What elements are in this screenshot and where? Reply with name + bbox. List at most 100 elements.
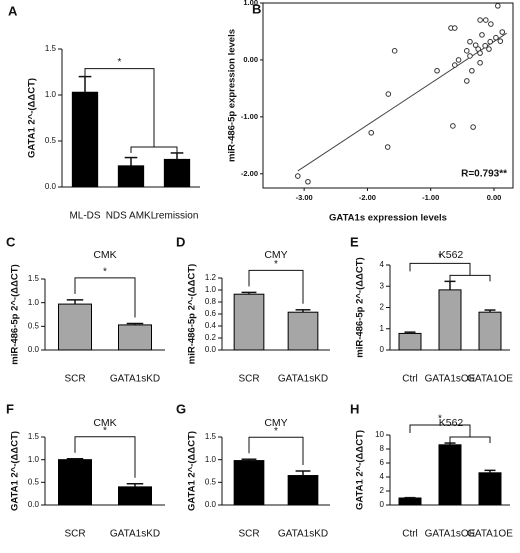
significance-label: * [274, 426, 278, 437]
scatter-point [450, 123, 456, 129]
bar [438, 444, 462, 506]
significance-bracket [74, 277, 136, 318]
panel-title: CMK [93, 417, 116, 429]
significance-bracket [248, 436, 304, 465]
x-tick-label: ML-DS [69, 211, 100, 222]
bar [118, 486, 152, 506]
panel-letter: B [252, 1, 261, 16]
bar [58, 459, 92, 506]
x-tick-label: GATA1sOE [425, 374, 476, 385]
y-tick-label: 0.2 [205, 333, 217, 342]
x-tick-label: GATA1sKD [278, 374, 328, 385]
scatter-point [497, 38, 504, 44]
y-tick-label: 1.5 [28, 274, 40, 283]
significance-bracket [248, 269, 304, 304]
x-tick-label: Ctrl [402, 529, 418, 540]
x-tick-label: GATA1sKD [110, 374, 160, 385]
scatter-point [451, 25, 458, 31]
y-tick-label: 1.0 [205, 455, 217, 464]
significance-bracket [84, 68, 155, 147]
scatter-point [305, 178, 311, 185]
y-axis-label: GATA1 2^-(ΔΔCT) [355, 430, 366, 510]
x-tick-label: SCR [64, 374, 85, 385]
bar [71, 91, 99, 188]
scatter-point [295, 173, 301, 179]
bar [398, 332, 422, 351]
y-tick-label: 0.8 [205, 297, 217, 306]
y-tick-label: 1.0 [28, 298, 40, 307]
scatter-point [477, 59, 483, 66]
bar [233, 460, 265, 506]
x-tick-label: GATA1sKD [278, 529, 328, 540]
annotation: R=0.793** [461, 169, 507, 180]
y-tick-label: -2.00 [241, 169, 258, 178]
y-tick-label: 1.0 [45, 90, 57, 99]
significance-label: * [438, 414, 442, 425]
scatter-point [451, 62, 458, 68]
scatter-point [455, 57, 462, 63]
scatter-point [477, 17, 483, 23]
y-tick-label: 0.5 [28, 321, 40, 330]
scatter-point [488, 21, 494, 27]
y-tick-label: 1.5 [28, 432, 40, 441]
scatter-point [470, 124, 476, 130]
x-tick-label: SCR [238, 529, 259, 540]
bar [233, 293, 265, 351]
y-axis-label: GATA1 2^-(ΔΔCT) [27, 78, 38, 158]
scatter-point [482, 42, 488, 49]
y-tick-label: 6 [380, 458, 385, 467]
plot-frame [262, 2, 514, 189]
panel-title: K562 [439, 417, 464, 429]
y-axis-label: miR-486-5p expression levels [227, 29, 238, 162]
bar [117, 165, 145, 188]
bar [478, 311, 502, 351]
scatter-point [434, 67, 440, 74]
y-tick-label: 0.6 [205, 309, 217, 318]
significance-label: * [118, 57, 122, 68]
y-tick-label: 1.5 [45, 44, 57, 53]
scatter-point [368, 129, 375, 136]
x-tick-label: -2.00 [359, 193, 376, 202]
scatter-point [482, 17, 489, 23]
panel-title: CMY [264, 417, 287, 429]
bar [398, 497, 422, 506]
bar [287, 311, 319, 351]
scatter-point [385, 91, 392, 97]
x-tick-label: GATA1OE [467, 374, 513, 385]
significance-label: * [103, 425, 107, 436]
significance-bracket [409, 262, 471, 276]
x-tick-label: GATA1sKD [110, 529, 160, 540]
panel-title: K562 [439, 249, 464, 261]
scatter-point [479, 32, 485, 38]
y-tick-label: 0.5 [45, 136, 57, 145]
y-tick-label: 0.0 [205, 500, 217, 509]
y-tick-label: 8 [380, 444, 385, 453]
x-tick-label: GATA1sOE [425, 529, 476, 540]
bar [58, 303, 92, 351]
y-tick-label: 0.0 [28, 500, 40, 509]
y-tick-label: 2 [380, 486, 385, 495]
x-tick-label: 0.00 [487, 193, 502, 202]
scatter-point [469, 67, 475, 74]
x-tick-label: Ctrl [402, 374, 418, 385]
x-tick-label: SCR [64, 529, 85, 540]
y-tick-label: 0.4 [205, 321, 217, 330]
y-tick-label: 1.00 [243, 0, 258, 7]
y-tick-label: 3 [380, 281, 385, 290]
group-bracket [449, 436, 491, 444]
y-axis-label: miR-486-5p 2^-(ΔΔCT) [10, 264, 21, 365]
y-tick-label: 4 [380, 472, 385, 481]
x-tick-label: NDS AMKL [106, 211, 157, 222]
significance-bracket [74, 436, 136, 478]
y-tick-label: 0.0 [205, 345, 217, 354]
x-tick-label: -3.00 [296, 193, 313, 202]
scatter-point [499, 29, 506, 35]
y-tick-label: 0 [380, 345, 385, 354]
significance-label: * [103, 266, 107, 277]
y-tick-label: 1 [380, 324, 385, 333]
panel-letter: A [8, 3, 18, 18]
bar [118, 324, 152, 351]
scatter-point [467, 53, 473, 59]
panel-letter: E [350, 234, 359, 249]
x-axis-label: GATA1s expression levels [329, 213, 447, 224]
